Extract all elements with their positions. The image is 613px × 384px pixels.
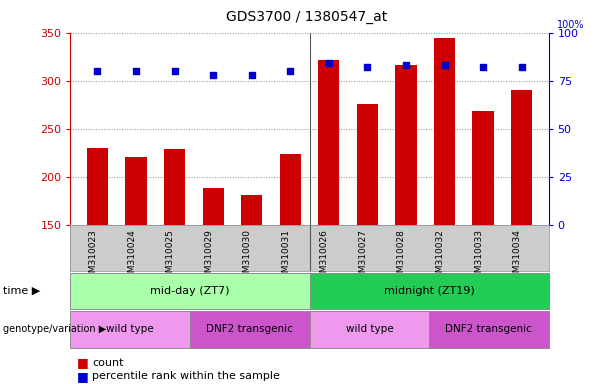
Text: GSM310030: GSM310030 [243, 229, 252, 284]
Bar [395, 65, 417, 225]
Text: genotype/variation ▶: genotype/variation ▶ [3, 324, 106, 334]
Text: 100%: 100% [557, 20, 584, 30]
Text: DNF2 transgenic: DNF2 transgenic [446, 324, 532, 334]
Text: time ▶: time ▶ [3, 286, 40, 296]
Point [93, 68, 102, 74]
Bar [310, 311, 429, 348]
Bar [164, 149, 185, 225]
Text: GSM310028: GSM310028 [397, 229, 406, 284]
Bar [280, 154, 301, 225]
Text: GSM310027: GSM310027 [359, 229, 367, 284]
Text: GSM310032: GSM310032 [435, 229, 444, 284]
Text: ■: ■ [77, 370, 93, 383]
Bar [70, 273, 310, 309]
Bar [87, 148, 108, 225]
Bar [434, 38, 455, 225]
Bar [126, 157, 147, 225]
Text: GSM310031: GSM310031 [281, 229, 291, 284]
Text: GSM310025: GSM310025 [166, 229, 175, 284]
Point [324, 60, 333, 66]
Text: GSM310026: GSM310026 [320, 229, 329, 284]
Bar [318, 61, 340, 225]
Text: mid-day (ZT7): mid-day (ZT7) [150, 286, 230, 296]
Text: percentile rank within the sample: percentile rank within the sample [92, 371, 280, 381]
Point [362, 64, 372, 70]
Point [478, 64, 488, 70]
Point [286, 68, 295, 74]
Bar [70, 311, 190, 348]
Point [401, 62, 411, 68]
Bar [241, 195, 262, 225]
Text: count: count [92, 358, 123, 368]
Point [517, 64, 527, 70]
Text: GSM310029: GSM310029 [204, 229, 213, 284]
Point [208, 72, 218, 78]
Bar [202, 188, 224, 225]
Bar [310, 273, 549, 309]
Text: wild type: wild type [346, 324, 393, 334]
Text: GSM310023: GSM310023 [88, 229, 97, 284]
Point [131, 68, 141, 74]
Text: GDS3700 / 1380547_at: GDS3700 / 1380547_at [226, 10, 387, 23]
Text: GSM310034: GSM310034 [512, 229, 522, 284]
Bar [429, 311, 549, 348]
Text: wild type: wild type [107, 324, 154, 334]
Text: GSM310033: GSM310033 [474, 229, 483, 284]
Text: midnight (ZT19): midnight (ZT19) [384, 286, 474, 296]
Text: DNF2 transgenic: DNF2 transgenic [207, 324, 293, 334]
Bar [190, 311, 310, 348]
Point [440, 62, 449, 68]
Bar [473, 111, 493, 225]
Text: GSM310024: GSM310024 [127, 229, 136, 284]
Bar [357, 104, 378, 225]
Text: ■: ■ [77, 356, 93, 369]
Point [247, 72, 257, 78]
Point [170, 68, 180, 74]
Bar [511, 90, 532, 225]
